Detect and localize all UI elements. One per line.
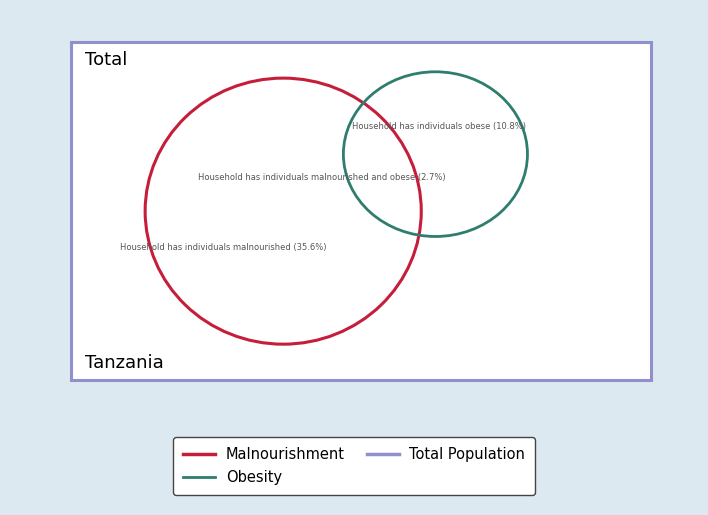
Legend: Malnourishment, Obesity, Total Population: Malnourishment, Obesity, Total Populatio…: [173, 437, 535, 495]
Text: Tanzania: Tanzania: [85, 354, 164, 372]
Text: Household has individuals malnourished and obese (2.7%): Household has individuals malnourished a…: [198, 173, 446, 182]
Text: Household has individuals obese (10.8%): Household has individuals obese (10.8%): [352, 122, 526, 131]
Text: Household has individuals malnourished (35.6%): Household has individuals malnourished (…: [120, 243, 326, 251]
FancyBboxPatch shape: [71, 42, 651, 380]
Text: Total: Total: [85, 50, 127, 68]
